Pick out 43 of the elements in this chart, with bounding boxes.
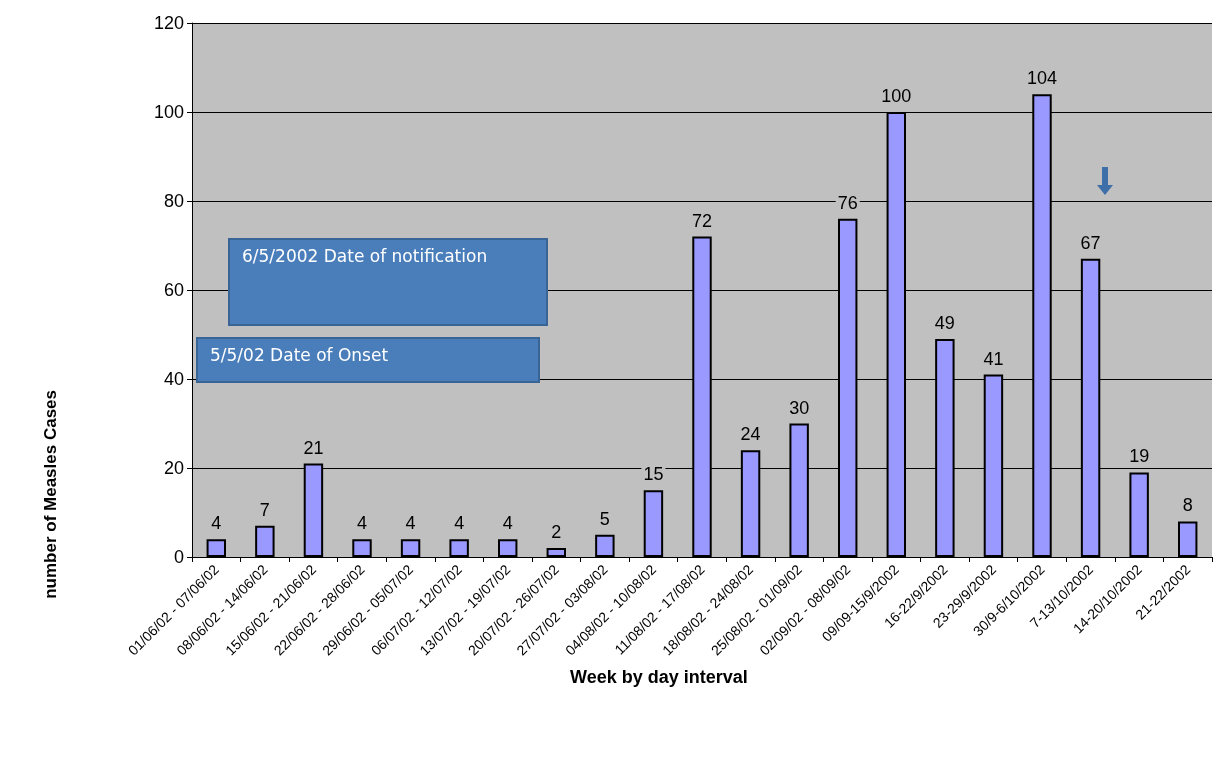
data-label: 72	[691, 210, 713, 231]
data-label: 8	[1182, 495, 1193, 516]
data-label: 5	[599, 508, 610, 529]
data-label: 76	[837, 192, 858, 213]
y-tick-label: 100	[153, 102, 184, 122]
y-tick-label: 20	[163, 458, 184, 478]
data-label: 4	[405, 513, 416, 534]
y-tick-label: 80	[163, 191, 184, 211]
y-tick-label: 0	[173, 547, 184, 567]
data-label: 21	[303, 437, 324, 458]
data-label: 4	[356, 513, 368, 534]
y-tick-label: 60	[163, 280, 184, 300]
y-tick-label: 120	[153, 13, 184, 33]
bar	[255, 525, 275, 557]
data-label: 4	[454, 513, 465, 534]
data-label: 100	[881, 86, 912, 106]
bar	[546, 548, 566, 557]
bar	[400, 539, 421, 557]
data-label: 24	[740, 424, 761, 445]
data-label: 7	[259, 499, 270, 520]
data-label: 30	[789, 397, 810, 418]
note-box: 6/5/2002 Date of notification	[228, 238, 548, 326]
bar	[595, 534, 615, 557]
data-label: 4	[211, 513, 222, 534]
bar	[352, 539, 372, 557]
bar	[1129, 472, 1149, 557]
data-label: 49	[934, 312, 955, 333]
data-label: 41	[983, 348, 1004, 369]
bar	[206, 539, 226, 557]
x-axis-title: Week by day interval	[570, 667, 748, 687]
bar	[498, 539, 518, 557]
data-label: 15	[643, 464, 664, 485]
data-label: 4	[502, 513, 513, 534]
bar	[1178, 521, 1198, 557]
y-axis-title: number of Measles Cases	[41, 390, 60, 599]
data-label: 2	[551, 522, 562, 543]
y-tick-label: 40	[163, 369, 184, 389]
data-label: 104	[1026, 68, 1058, 89]
bar	[449, 539, 469, 557]
note-box: 5/5/02 Date of Onset	[196, 337, 540, 383]
bar	[643, 490, 664, 557]
data-label: 19	[1129, 446, 1150, 467]
data-label: 67	[1080, 232, 1101, 253]
